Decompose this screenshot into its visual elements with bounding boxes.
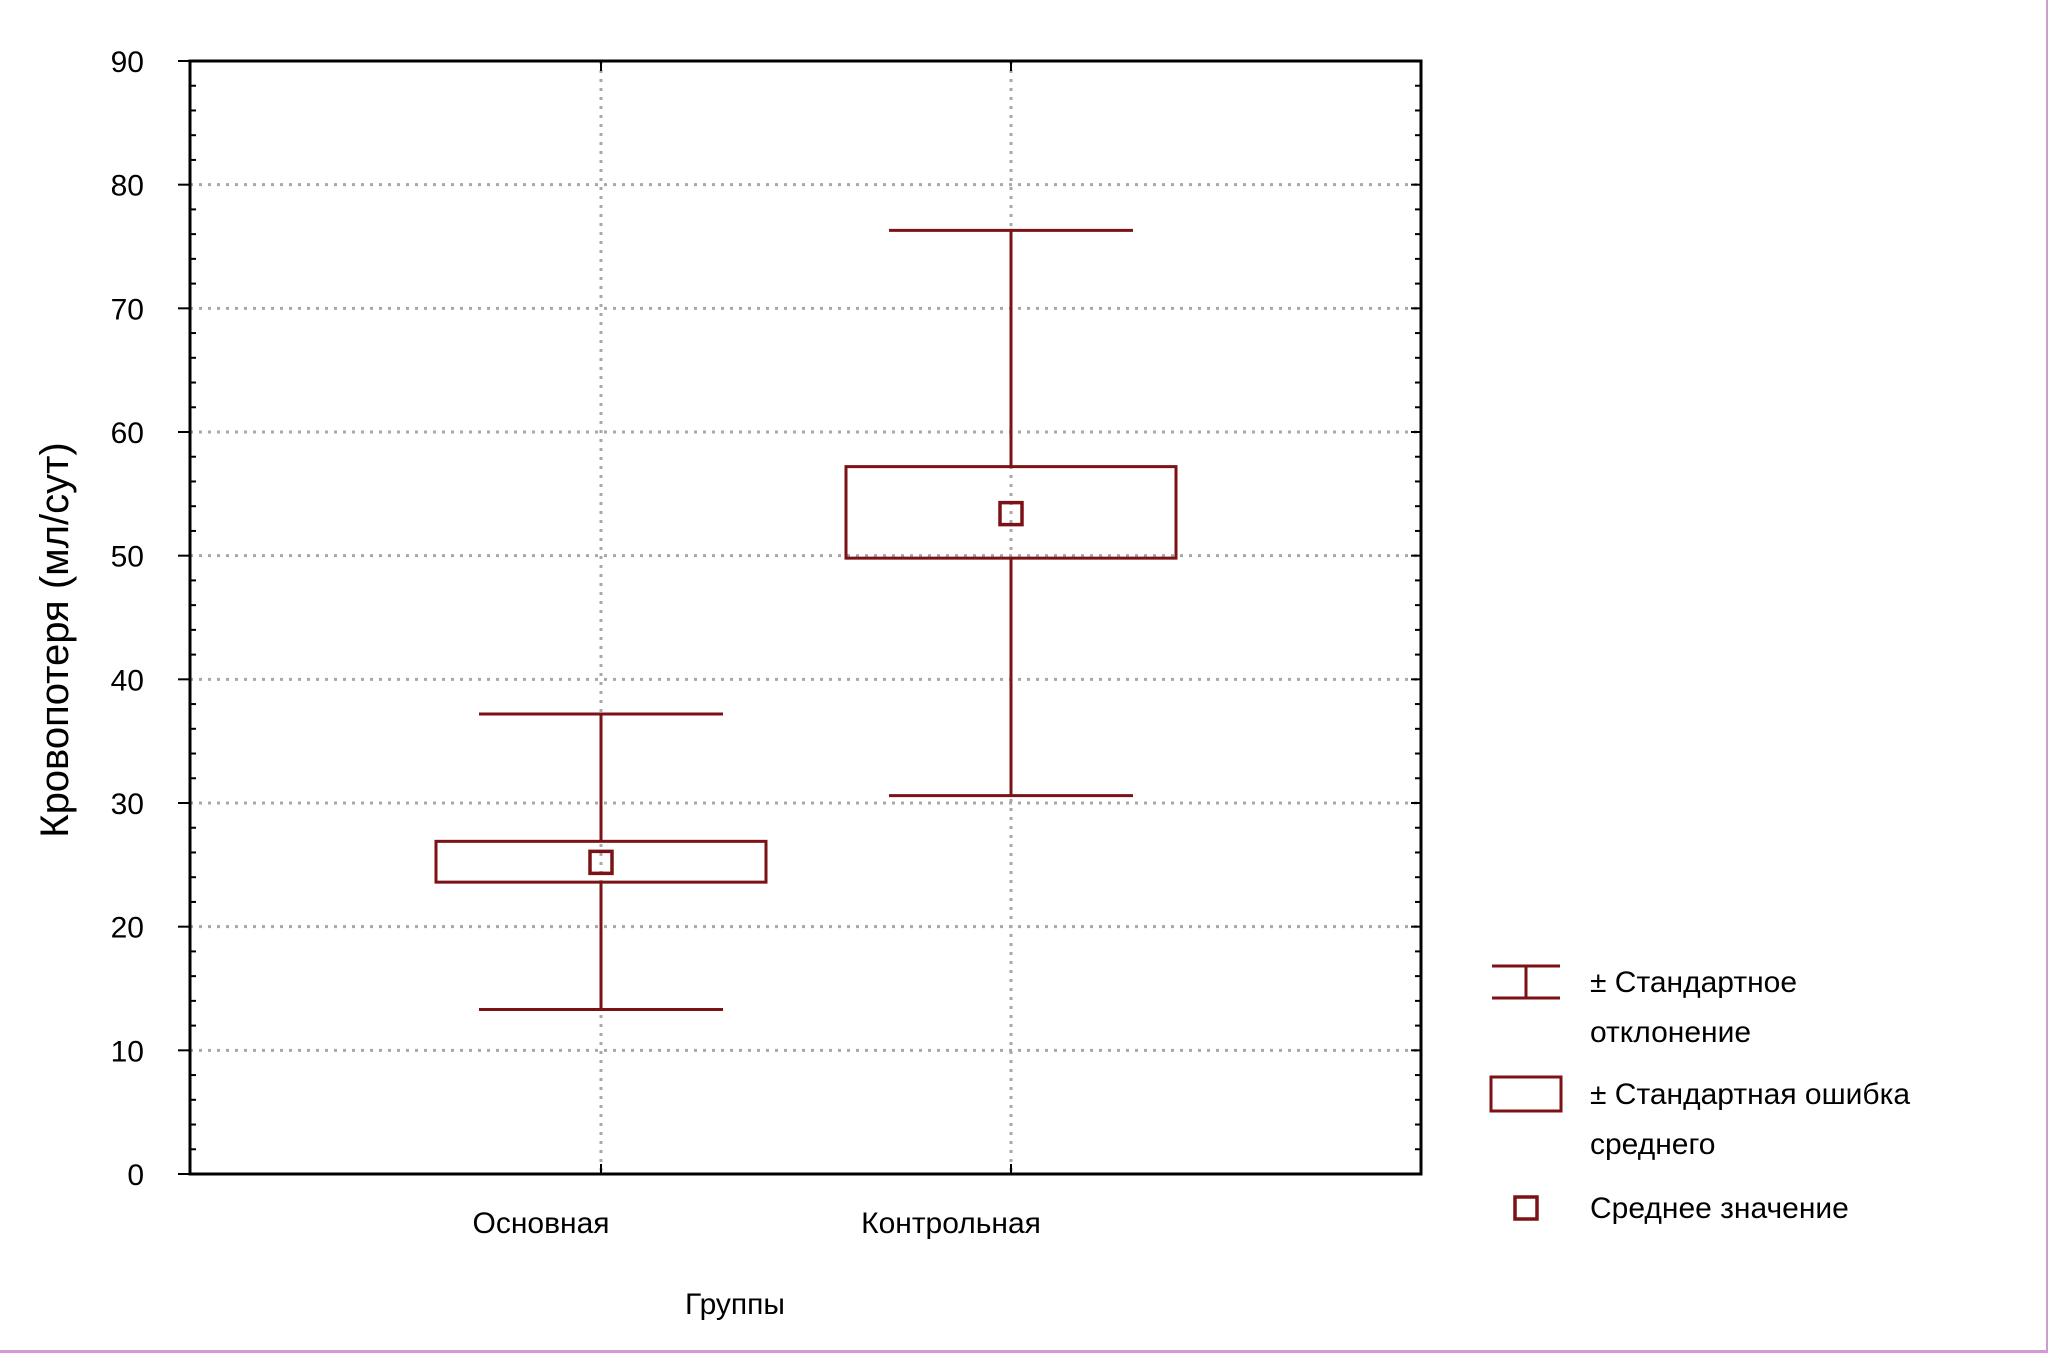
y-tick-label: 80 <box>111 170 144 203</box>
legend-text: отклонение <box>1590 1016 1751 1049</box>
x-tick-labels: Основная Контрольная <box>472 1207 1040 1240</box>
legend-text: ± Стандартная ошибка <box>1590 1078 1910 1111</box>
x-tick-label: Контрольная <box>861 1207 1041 1240</box>
y-tick-label: 90 <box>111 46 144 79</box>
grid-lines <box>190 61 1421 1174</box>
y-tick-label: 40 <box>111 664 144 697</box>
box-series <box>434 228 1178 1012</box>
legend: ± Стандартное отклонение ± Стандартная оши… <box>1489 964 1910 1225</box>
y-axis-title: Кровопотеря (мл/сут) <box>33 442 77 837</box>
x-tick-label: Основная <box>472 1207 609 1240</box>
se-box <box>844 465 1178 560</box>
legend-mean-marker <box>1513 1195 1539 1221</box>
legend-text: среднего <box>1590 1128 1715 1161</box>
y-tick-label: 10 <box>111 1035 144 1068</box>
group-2 <box>844 228 1178 798</box>
minor-ticks <box>190 84 1421 1151</box>
legend-item-box: ± Стандартная ошибка среднего <box>1489 1075 1910 1161</box>
y-tick-label: 20 <box>111 912 144 945</box>
y-tick-label: 60 <box>111 417 144 450</box>
plot-frame <box>188 59 1423 1176</box>
mean-marker <box>998 500 1024 527</box>
x-axis-title: Группы <box>685 1288 785 1321</box>
se-box <box>434 839 768 884</box>
y-tick-label: 50 <box>111 541 144 574</box>
y-tick-label: 30 <box>111 788 144 821</box>
legend-box <box>1489 1075 1563 1113</box>
legend-item-mean: Среднее значение <box>1513 1192 1849 1225</box>
legend-text: ± Стандартное <box>1590 966 1797 999</box>
y-tick-labels: 0 10 20 30 40 50 60 70 80 90 <box>111 46 144 1192</box>
y-tick-label: 0 <box>127 1159 144 1192</box>
group-1 <box>434 712 768 1012</box>
legend-item-whisker: ± Стандартное отклонение <box>1492 964 1797 1049</box>
legend-text: Среднее значение <box>1590 1192 1849 1225</box>
major-ticks <box>178 60 1421 1175</box>
window-edge-bottom <box>0 1350 2048 1353</box>
y-tick-label: 70 <box>111 293 144 326</box>
mean-marker <box>588 849 614 876</box>
window-edge-right <box>2046 0 2048 1353</box>
